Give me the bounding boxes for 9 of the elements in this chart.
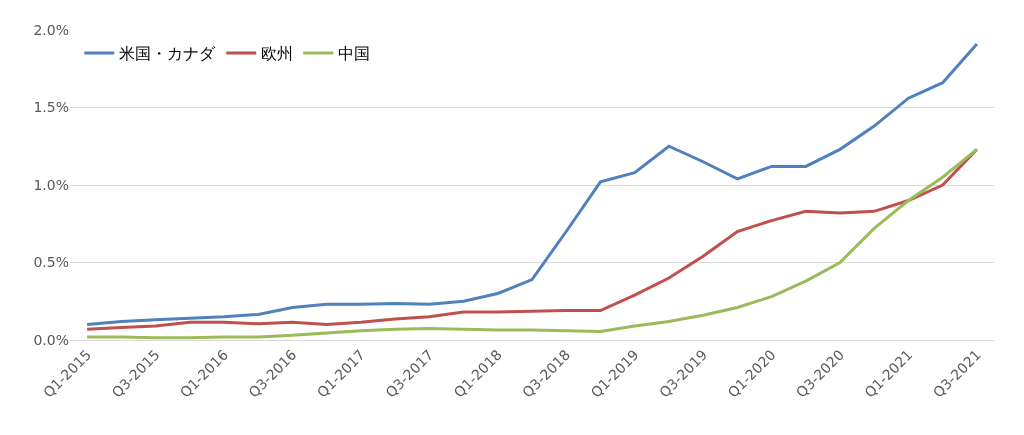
- line-series: [85, 42, 979, 326]
- y-tick-label: 0.0%: [33, 331, 69, 348]
- y-tick-label: 1.0%: [33, 176, 69, 193]
- legend-label: 欧州: [261, 44, 294, 64]
- y-tick-label: 0.5%: [33, 254, 69, 271]
- legend-label: 中国: [338, 44, 371, 64]
- y-tick-label: 1.5%: [33, 99, 69, 116]
- y-tick-label: 2.0%: [33, 21, 69, 38]
- legend-label: 米国・カナダ: [119, 44, 217, 64]
